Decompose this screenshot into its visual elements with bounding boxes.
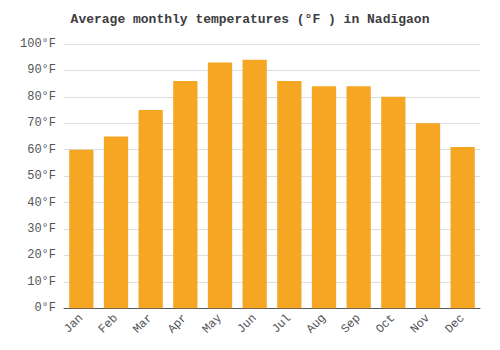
svg-text:Feb: Feb <box>96 311 121 336</box>
svg-text:May: May <box>200 311 225 336</box>
svg-text:100°F: 100°F <box>20 37 56 51</box>
svg-text:Sep: Sep <box>338 311 363 336</box>
svg-text:Jul: Jul <box>269 311 294 336</box>
svg-text:0°F: 0°F <box>34 301 56 315</box>
svg-text:70°F: 70°F <box>27 116 56 130</box>
svg-text:Nov: Nov <box>408 311 433 336</box>
svg-text:Aug: Aug <box>304 311 329 336</box>
svg-text:50°F: 50°F <box>27 169 56 183</box>
svg-text:90°F: 90°F <box>27 63 56 77</box>
svg-text:Jun: Jun <box>234 311 259 336</box>
svg-text:30°F: 30°F <box>27 222 56 236</box>
svg-text:Mar: Mar <box>130 311 155 336</box>
svg-text:Apr: Apr <box>165 311 190 336</box>
svg-text:20°F: 20°F <box>27 248 56 262</box>
svg-text:Average monthly temperatures (: Average monthly temperatures (°F ) in Na… <box>71 12 430 27</box>
svg-text:Dec: Dec <box>442 311 467 336</box>
svg-text:40°F: 40°F <box>27 196 56 210</box>
svg-text:10°F: 10°F <box>27 275 56 289</box>
svg-text:60°F: 60°F <box>27 143 56 157</box>
svg-text:Oct: Oct <box>373 311 398 336</box>
svg-text:Jan: Jan <box>61 311 86 336</box>
svg-text:80°F: 80°F <box>27 90 56 104</box>
